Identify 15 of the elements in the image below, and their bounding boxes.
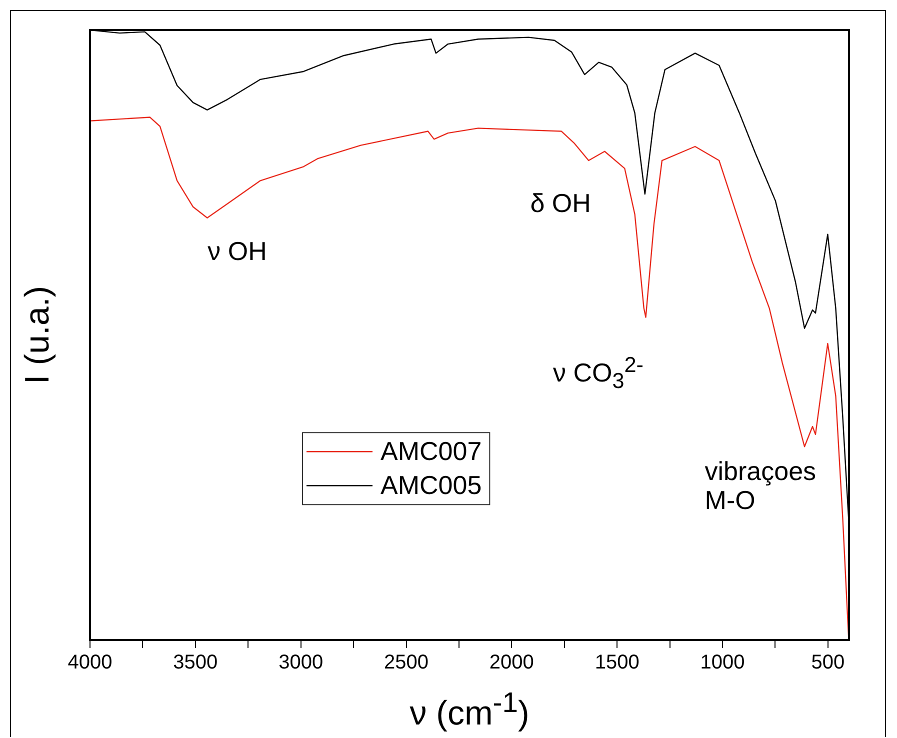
legend-label: AMC007	[380, 436, 482, 466]
x-tick-label: 500	[811, 652, 845, 674]
x-tick-label: 1500	[594, 652, 640, 674]
x-tick-label: 3000	[278, 652, 324, 674]
x-tick-label: 2000	[489, 652, 534, 674]
x-tick-label: 4000	[68, 652, 112, 674]
x-tick-label: 2500	[384, 652, 428, 674]
annotation: δ OH	[530, 188, 591, 218]
legend-label: AMC005	[380, 470, 482, 500]
y-axis-title: I (u.a.)	[18, 286, 57, 384]
x-axis-title: ν (cm$^{-1}$)	[410, 687, 530, 733]
annotation: vibraçoes M-O	[704, 456, 816, 515]
x-tick-label: 1000	[700, 652, 745, 674]
x-tick-label: 3500	[173, 652, 218, 674]
annotation: ν OH	[208, 236, 267, 266]
